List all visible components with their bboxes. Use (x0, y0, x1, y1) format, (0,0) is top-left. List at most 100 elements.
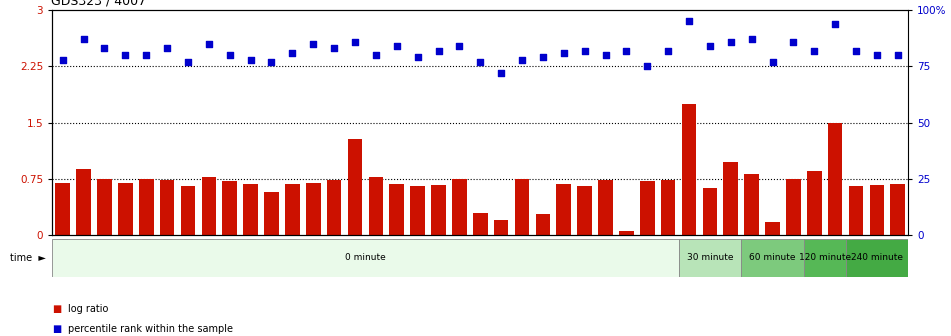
Bar (827, 123, 843, 235)
Text: GSM5829: GSM5829 (436, 240, 441, 275)
Text: GSM5841: GSM5841 (686, 240, 692, 275)
Point (243, 57, 259, 62)
Bar (640, 181, 654, 235)
Text: GSM5825: GSM5825 (352, 240, 358, 275)
Bar (55, 183, 70, 235)
Text: GSM5824: GSM5824 (331, 240, 337, 275)
Bar (139, 179, 153, 235)
Text: GSM5814: GSM5814 (123, 240, 128, 275)
Text: GSM5843: GSM5843 (728, 240, 734, 275)
Text: GSM5822: GSM5822 (289, 240, 296, 275)
Point (181, 59, 196, 65)
Point (55, 57, 70, 62)
Text: GSM5840: GSM5840 (665, 240, 671, 275)
Point (869, 52, 884, 58)
Text: GSM5845: GSM5845 (769, 240, 775, 275)
Bar (494, 220, 509, 235)
Point (682, 19, 697, 24)
Text: 120 minute: 120 minute (799, 253, 851, 262)
Text: GDS323 / 4007: GDS323 / 4007 (50, 0, 146, 7)
Point (848, 48, 864, 53)
Text: GSM5848: GSM5848 (832, 240, 838, 275)
Bar (869, 185, 884, 235)
Bar (52, 239, 679, 277)
Text: 240 minute: 240 minute (851, 253, 902, 262)
Text: GSM5833: GSM5833 (519, 240, 525, 275)
Bar (390, 184, 404, 235)
Bar (890, 184, 905, 235)
Point (410, 55, 425, 60)
Text: GSM5837: GSM5837 (603, 240, 609, 275)
Point (347, 39, 362, 44)
Text: 30 minute: 30 minute (687, 253, 733, 262)
Bar (845, 239, 908, 277)
Text: GSM5850: GSM5850 (874, 240, 880, 275)
Point (535, 55, 551, 60)
Bar (264, 192, 279, 235)
Point (473, 59, 488, 65)
Bar (202, 177, 216, 235)
Text: GSM5846: GSM5846 (790, 240, 796, 275)
Point (765, 59, 780, 65)
Bar (619, 231, 633, 235)
Point (368, 52, 383, 58)
Point (514, 57, 530, 62)
Text: GSM5819: GSM5819 (226, 240, 233, 275)
Point (890, 52, 905, 58)
Bar (807, 171, 822, 235)
Text: GSM5842: GSM5842 (707, 240, 713, 275)
Point (139, 52, 154, 58)
Text: log ratio: log ratio (68, 304, 108, 314)
Point (305, 41, 320, 47)
Bar (97, 179, 112, 235)
Bar (724, 162, 738, 235)
Bar (745, 174, 759, 235)
Point (786, 39, 801, 44)
Bar (243, 184, 258, 235)
Bar (577, 186, 592, 235)
Point (577, 48, 592, 53)
Text: GSM5827: GSM5827 (394, 240, 399, 275)
Text: GSM5838: GSM5838 (624, 240, 630, 275)
Bar (786, 179, 801, 235)
Bar (682, 104, 696, 235)
Point (76, 37, 91, 42)
Point (494, 71, 509, 76)
Text: time  ►: time ► (10, 253, 46, 263)
Bar (160, 180, 174, 235)
Text: GSM5820: GSM5820 (247, 240, 254, 275)
Bar (369, 177, 383, 235)
Point (619, 48, 634, 53)
Point (556, 50, 572, 55)
Text: GSM5816: GSM5816 (165, 240, 170, 275)
Bar (661, 180, 675, 235)
Point (598, 52, 613, 58)
Point (640, 64, 655, 69)
Text: GSM5813: GSM5813 (102, 240, 107, 275)
Point (97, 46, 112, 51)
Text: GSM5821: GSM5821 (268, 240, 275, 275)
Bar (181, 186, 195, 235)
Text: ■: ■ (52, 304, 62, 314)
Bar (118, 183, 133, 235)
Bar (285, 184, 300, 235)
Bar (452, 179, 467, 235)
Text: GSM5849: GSM5849 (853, 240, 859, 275)
Text: GSM5831: GSM5831 (477, 240, 483, 275)
Bar (306, 183, 320, 235)
Point (723, 39, 738, 44)
Point (452, 43, 467, 49)
Text: GSM5839: GSM5839 (644, 240, 650, 275)
Point (827, 21, 843, 26)
Bar (473, 213, 488, 235)
Bar (431, 185, 446, 235)
Text: GSM5828: GSM5828 (415, 240, 420, 275)
Bar (556, 184, 571, 235)
Text: GSM5817: GSM5817 (185, 240, 191, 275)
Text: GSM5851: GSM5851 (895, 240, 901, 275)
Point (160, 46, 175, 51)
Bar (804, 239, 845, 277)
Bar (223, 181, 237, 235)
Text: GSM5847: GSM5847 (811, 240, 817, 275)
Text: GSM5830: GSM5830 (456, 240, 462, 275)
